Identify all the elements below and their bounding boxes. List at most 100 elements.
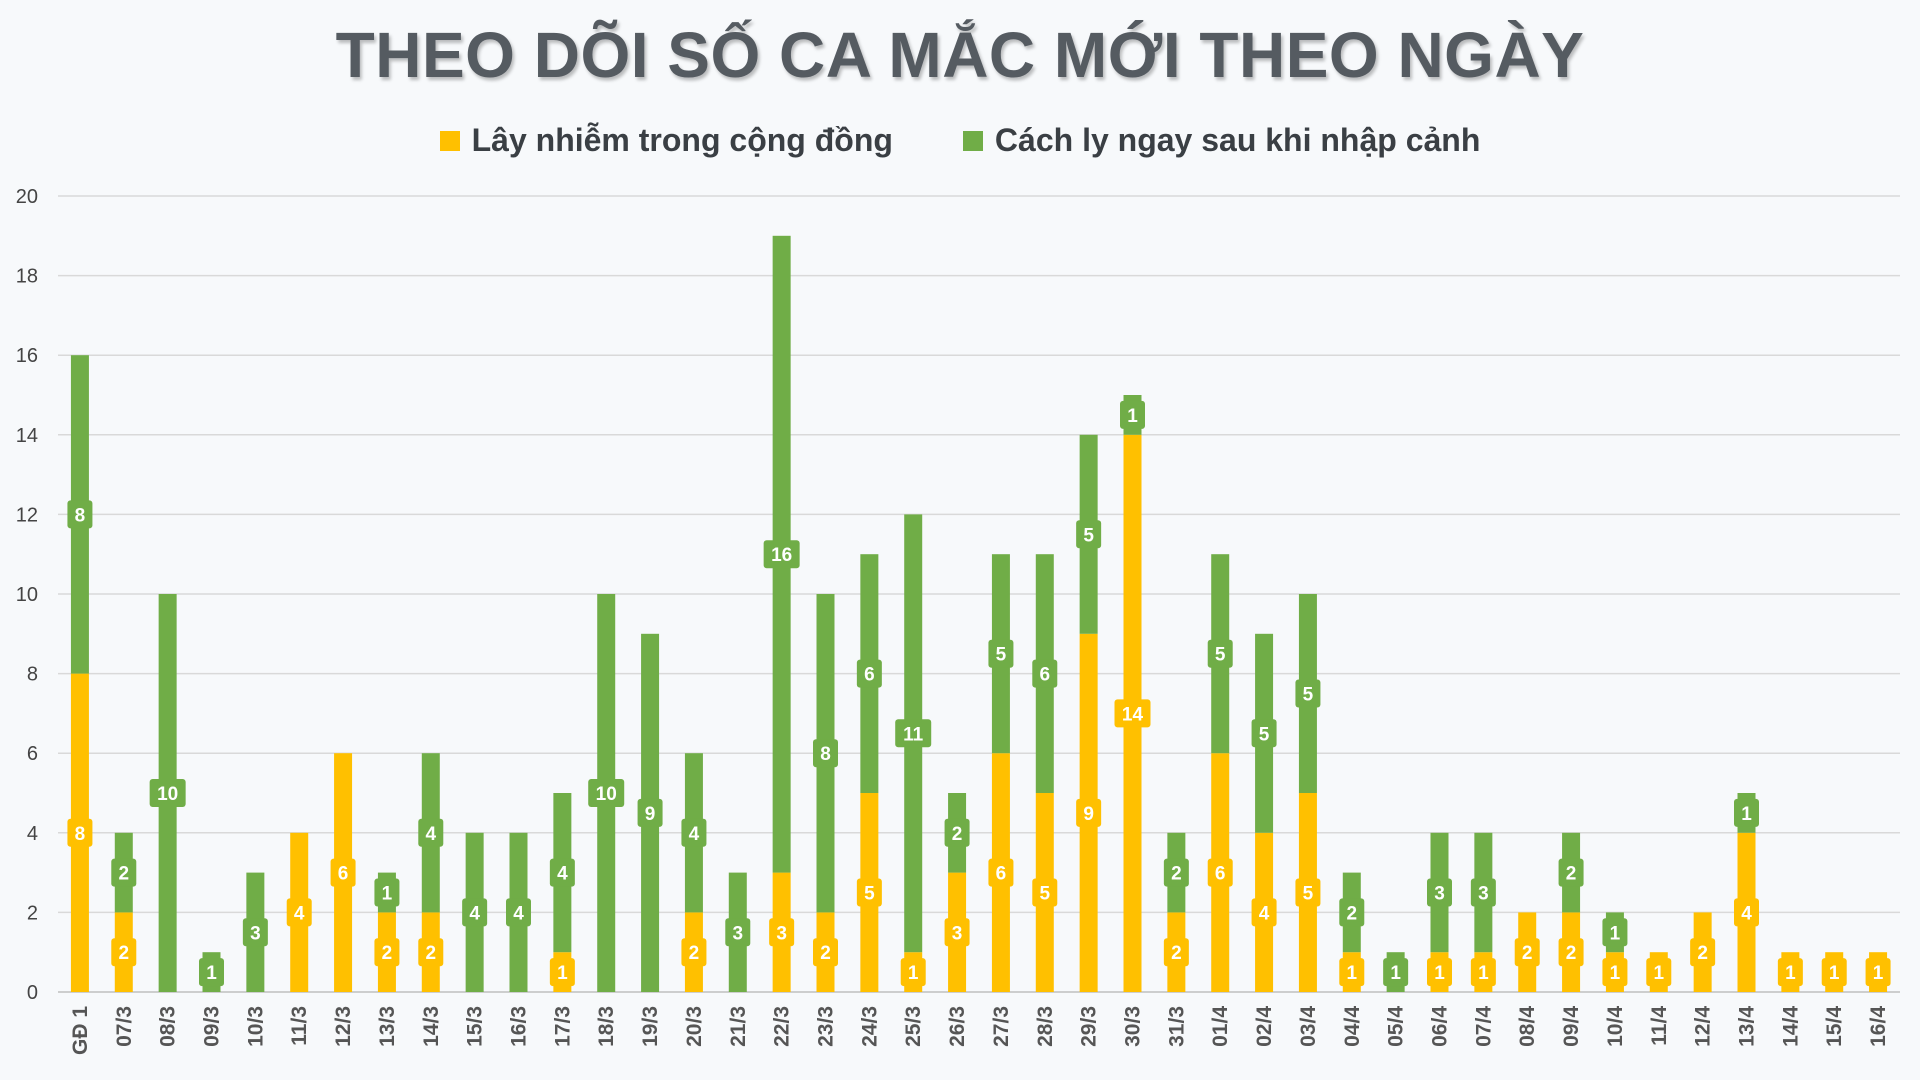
legend-label-community: Lây nhiễm trong cộng đồng <box>471 122 893 158</box>
data-label-box <box>856 659 882 688</box>
data-label-box <box>1163 858 1189 887</box>
data-label-box <box>769 918 795 947</box>
y-tick-label: 8 <box>27 664 38 686</box>
data-label-box <box>1076 520 1102 549</box>
x-tick-label: 17/3 <box>551 1006 574 1047</box>
x-tick-label: 31/3 <box>1165 1006 1188 1047</box>
x-tick-label: 30/3 <box>1122 1006 1145 1047</box>
data-label: 9 <box>1083 804 1094 825</box>
data-label-box <box>330 858 356 887</box>
x-tick-label: 22/3 <box>771 1006 794 1047</box>
data-label: 5 <box>1039 884 1050 905</box>
data-label: 1 <box>1785 963 1796 984</box>
data-label: 2 <box>1566 864 1577 885</box>
data-label-box <box>1734 798 1759 827</box>
data-label-box <box>900 958 926 987</box>
x-tick-label: 08/4 <box>1516 1006 1539 1047</box>
data-label: 2 <box>820 943 831 964</box>
data-label: 1 <box>1610 963 1621 984</box>
data-label-box <box>763 540 800 569</box>
x-tick-label: 07/4 <box>1472 1006 1495 1047</box>
data-label-box <box>67 818 93 847</box>
data-label-box <box>149 779 186 807</box>
data-label-box <box>637 798 663 827</box>
data-label-box <box>1032 659 1058 688</box>
x-tick-label: 11/4 <box>1648 1006 1671 1046</box>
data-label-box <box>1207 639 1233 668</box>
data-label: 5 <box>1083 525 1094 546</box>
data-label: 1 <box>1653 963 1664 984</box>
data-label: 1 <box>206 963 217 984</box>
data-label-box <box>856 878 882 907</box>
x-tick-label: 04/4 <box>1341 1006 1364 1047</box>
y-tick-label: 14 <box>16 425 38 447</box>
data-label-box <box>1295 878 1321 907</box>
data-label-box <box>1602 918 1628 947</box>
data-label: 6 <box>338 864 349 885</box>
data-label-box <box>111 938 137 967</box>
x-tick-label: 12/4 <box>1692 1006 1715 1047</box>
legend-swatch-quarantine <box>962 130 983 151</box>
x-tick-label: 15/3 <box>464 1006 487 1047</box>
x-tick-label: 28/3 <box>1034 1006 1057 1047</box>
x-tick-label: 29/3 <box>1078 1006 1101 1047</box>
data-label: 5 <box>864 884 875 905</box>
data-label: 6 <box>1039 665 1050 686</box>
x-tick-label: 15/4 <box>1823 1006 1846 1047</box>
data-label: 8 <box>820 744 831 765</box>
data-label: 2 <box>952 824 963 845</box>
legend-swatch-community <box>439 130 460 151</box>
data-label-box <box>1734 898 1759 927</box>
data-label-box <box>1470 958 1496 987</box>
y-tick-label: 10 <box>16 584 38 606</box>
data-label-box <box>681 938 707 967</box>
data-label: 10 <box>596 784 617 805</box>
x-tick-label: 25/3 <box>902 1006 925 1047</box>
x-tick-label: 07/3 <box>113 1006 136 1047</box>
data-label: 1 <box>1478 963 1489 984</box>
legend: Lây nhiễm trong cộng đồng Cách ly ngay s… <box>0 122 1920 159</box>
y-tick-label: 2 <box>27 902 38 924</box>
x-tick-label: 23/3 <box>815 1006 838 1047</box>
data-label: 2 <box>118 864 129 885</box>
x-tick-label: 13/4 <box>1736 1006 1759 1047</box>
data-label-box <box>1602 958 1628 987</box>
data-label: 2 <box>382 943 393 964</box>
data-label: 5 <box>1259 724 1270 745</box>
data-label: 3 <box>776 923 787 944</box>
x-tick-label: 09/4 <box>1560 1006 1583 1047</box>
x-tick-label: 10/4 <box>1604 1006 1627 1047</box>
x-tick-label: 24/3 <box>858 1006 881 1047</box>
x-tick-label: 03/4 <box>1297 1006 1320 1047</box>
data-label: 1 <box>1390 963 1401 984</box>
data-label-box <box>1032 878 1058 907</box>
y-tick-label: 18 <box>16 266 38 288</box>
data-label-box <box>1383 958 1409 987</box>
data-label-box <box>199 958 224 987</box>
x-tick-label: 14/4 <box>1779 1006 1802 1047</box>
data-label-box <box>374 878 400 907</box>
y-tick-label: 0 <box>27 982 38 1004</box>
data-label-box <box>242 918 268 947</box>
data-label: 2 <box>689 943 700 964</box>
data-label: 1 <box>1434 963 1445 984</box>
data-label: 2 <box>1566 943 1577 964</box>
data-label: 14 <box>1122 704 1144 725</box>
data-label-box <box>1558 938 1584 967</box>
data-label: 4 <box>1259 903 1270 924</box>
x-tick-label: 09/3 <box>201 1006 224 1047</box>
x-tick-label: 13/3 <box>376 1006 399 1047</box>
data-label-box <box>1251 898 1277 927</box>
data-label-box <box>1514 938 1540 967</box>
data-label: 3 <box>732 923 743 944</box>
x-tick-label: 20/3 <box>683 1006 706 1047</box>
data-label-box <box>813 938 838 967</box>
data-label: 2 <box>1171 864 1182 885</box>
data-label: 5 <box>996 645 1007 666</box>
data-label-box <box>1690 938 1716 967</box>
x-tick-label: 18/3 <box>595 1006 618 1047</box>
data-label: 4 <box>689 824 700 845</box>
data-label: 9 <box>645 804 656 825</box>
y-tick-label: 6 <box>27 743 38 765</box>
